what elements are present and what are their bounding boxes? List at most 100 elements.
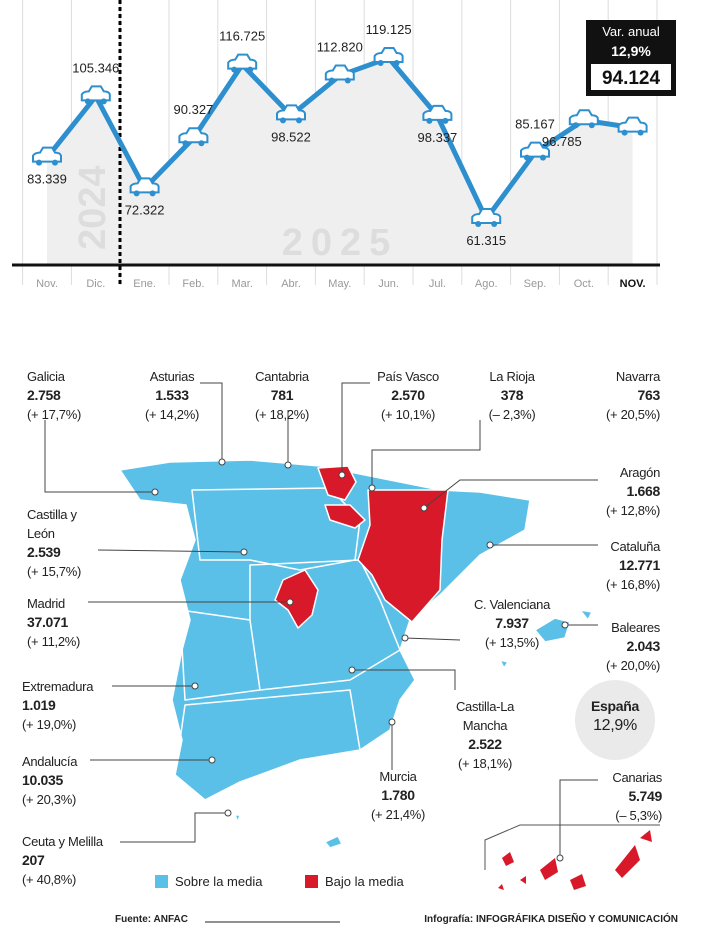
region-value: 2.539	[27, 544, 61, 560]
car-wheel	[442, 117, 449, 124]
region-value: 2.043	[626, 638, 660, 654]
value-label: 98.522	[271, 129, 311, 144]
region-value: 2.522	[468, 736, 502, 752]
region-label: Extremadura 1.019 (+ 19,0%)	[22, 677, 142, 734]
region-change: (+ 14,2%)	[144, 407, 200, 422]
region-value: 207	[22, 852, 45, 868]
region-value: 5.749	[628, 788, 662, 804]
region-change: (+ 20,0%)	[605, 658, 660, 673]
x-tick-label: Sep.	[524, 278, 547, 290]
region-change: (+ 15,7%)	[27, 564, 82, 579]
point-car	[178, 127, 209, 147]
value-label: 112.820	[317, 40, 363, 55]
car-wheel	[328, 77, 335, 84]
car-wheel	[296, 117, 302, 124]
region-change: (+ 18,2%)	[254, 407, 310, 422]
spain-name: España	[591, 698, 639, 714]
region-change: (+ 13,5%)	[484, 635, 540, 650]
point-car	[422, 104, 453, 124]
region-change: (+ 16,8%)	[605, 577, 660, 592]
car-body	[276, 104, 306, 121]
car-body	[32, 146, 62, 163]
region-value: 2.570	[391, 387, 425, 403]
region-name: Madrid	[27, 596, 65, 611]
car-wheel	[280, 117, 286, 124]
region-change: (– 5,3%)	[615, 808, 662, 823]
value-label: 116.725	[219, 29, 265, 44]
point-car	[129, 177, 160, 197]
last-box	[591, 64, 671, 90]
region-label: Asturias 1.533 (+ 14,2%)	[112, 367, 232, 424]
year-label: 2024	[72, 165, 114, 250]
car-wheel	[36, 159, 42, 166]
region-name: Extremadura	[22, 679, 94, 694]
car-body	[471, 208, 502, 224]
point-car	[276, 104, 306, 124]
spain-label: España 12,9%	[575, 697, 655, 735]
legend-label: Bajo la media	[325, 874, 405, 889]
region-name: Castilla y León	[27, 507, 77, 541]
region-name: C. Valenciana	[473, 597, 551, 612]
x-tick-label: Jun.	[378, 278, 399, 290]
islands	[234, 814, 343, 849]
x-tick-label: Abr.	[281, 278, 301, 290]
legend-swatch	[155, 875, 168, 888]
region-change: (+ 17,7%)	[27, 407, 82, 422]
region-value: 37.071	[27, 614, 69, 630]
last-value: 94.124	[602, 68, 661, 89]
legend-label: Sobre la media	[175, 874, 263, 889]
x-tick-label: Dic.	[86, 278, 105, 290]
region-change: (+ 11,2%)	[27, 634, 81, 649]
value-label: 96.785	[542, 134, 582, 149]
region-name: Cataluña	[610, 539, 660, 554]
region-label: Aragón 1.668 (+ 12,8%)	[540, 463, 660, 520]
car-wheel	[182, 140, 189, 147]
region-label: País Vasco 2.570 (+ 10,1%)	[348, 367, 468, 424]
car-wheel	[52, 159, 58, 166]
car-body	[129, 177, 160, 194]
region-label: Cantabria 781 (+ 18,2%)	[222, 367, 342, 424]
car-body	[324, 64, 355, 81]
region-value: 1.533	[155, 387, 189, 403]
spain-change: 12,9%	[593, 717, 637, 734]
change-label: Var. anual	[602, 24, 660, 39]
value-label: 98.337	[418, 130, 458, 145]
car-body	[617, 116, 648, 133]
car-body	[422, 104, 453, 121]
value-label: 72.322	[125, 202, 165, 217]
car-wheel	[84, 98, 91, 105]
car-wheel	[491, 221, 498, 227]
region-label: Castilla-La Mancha 2.522 (+ 18,1%)	[445, 697, 525, 773]
region-name: Ceuta y Melilla	[22, 834, 103, 849]
region-label: Andalucía 10.035 (+ 20,3%)	[22, 752, 142, 809]
footer-source: Fuente: ANFAC	[115, 914, 188, 925]
region-name: Murcia	[379, 769, 417, 784]
car-wheel	[344, 77, 351, 84]
car-wheel	[540, 154, 546, 161]
region-label: La Rioja 378 (– 2,3%)	[452, 367, 572, 424]
region-label: Galicia 2.758 (+ 17,7%)	[27, 367, 147, 424]
region-label: Baleares 2.043 (+ 20,0%)	[540, 618, 660, 675]
car-wheel	[426, 117, 433, 124]
x-tick-label: Ene.	[133, 278, 156, 290]
car-wheel	[637, 129, 644, 136]
region-change: (+ 12,8%)	[605, 503, 660, 518]
region-name: Andalucía	[22, 754, 78, 769]
point-car	[32, 146, 62, 166]
region-value: 12.771	[618, 557, 660, 573]
region-value: 763	[637, 387, 661, 403]
car-body	[373, 47, 404, 63]
x-tick-label: Oct.	[574, 278, 594, 290]
region-red	[317, 465, 357, 501]
point-car	[471, 208, 502, 227]
region-value: 7.937	[495, 615, 529, 631]
footer-credit: Infografía: INFOGRÁFIKA DISEÑO Y COMUNIC…	[424, 912, 678, 925]
region-change: (+ 20,3%)	[22, 792, 77, 807]
car-wheel	[149, 190, 156, 197]
car-body	[80, 85, 111, 102]
region-value: 378	[500, 387, 524, 403]
inset-frame	[484, 824, 660, 870]
region-label: Navarra 763 (+ 20,5%)	[540, 367, 660, 424]
